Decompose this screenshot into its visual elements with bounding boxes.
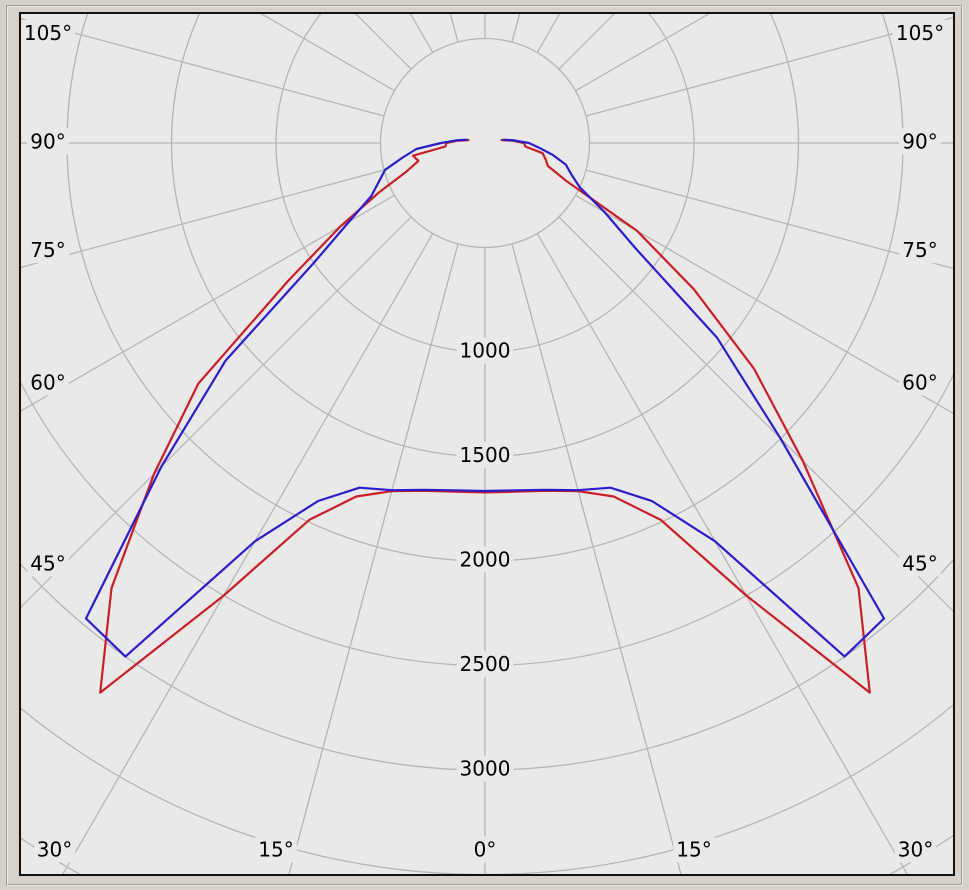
grid-ray (575, 194, 953, 414)
grid-ray (21, 169, 385, 268)
grid-ray (585, 16, 953, 117)
angle-label-left-bg (27, 369, 69, 396)
ring-label-bg (456, 755, 514, 782)
angle-label-right-bg (899, 369, 941, 396)
grid-ring (379, 37, 591, 249)
grid-ray (21, 194, 395, 412)
angle-label-right: 90° (902, 130, 937, 154)
angle-label-bottom: 30° (37, 838, 72, 862)
angle-label-bottom-bg (673, 836, 715, 863)
angle-label-right: 60° (902, 371, 937, 395)
angle-label-right: 75° (902, 238, 937, 262)
angle-label-left-bg (27, 237, 69, 264)
grid-ray (585, 169, 953, 270)
ring-label: 1500 (460, 443, 511, 467)
blue-curve (84, 138, 886, 658)
angle-label-bottom: 15° (676, 838, 711, 862)
ring-label-bg (456, 546, 514, 573)
angle-label-right: 45° (902, 552, 937, 576)
polar-photometric-chart: 1000 1500 2000 2500 3000 105° 90° 75° 60° 45° 105°… (21, 14, 953, 874)
angle-label-left: 105° (24, 21, 72, 45)
grid-ray (409, 14, 434, 53)
angle-label-right-bg (899, 550, 941, 577)
axis-labels: 1000 1500 2000 2500 3000 105° 90° 75° 60° 45° 105°… (21, 19, 948, 863)
angle-label-bottom-bg (255, 836, 297, 863)
angle-label-left: 45° (30, 552, 65, 576)
polar-chart-panel: 1000 1500 2000 2500 3000 105° 90° 75° 60° 45° 105°… (19, 12, 955, 876)
grid-ray (62, 233, 434, 874)
angle-label-right: 105° (896, 21, 944, 45)
ring-label: 3000 (460, 757, 511, 781)
ring-label: 2500 (460, 652, 511, 676)
grid-ray (536, 14, 561, 53)
angle-label-right-bg (892, 19, 948, 46)
intensity-curves (84, 138, 886, 694)
angle-label-bottom-bg (470, 836, 500, 863)
angle-label-left-bg (27, 550, 69, 577)
angle-label-left: 75° (30, 238, 65, 262)
angle-label-left-bg (21, 19, 76, 46)
ring-label-bg (456, 651, 514, 677)
angle-label-bottom-bg (33, 836, 76, 863)
angle-label-bottom: 0° (474, 838, 497, 862)
angle-label-bottom-bg (894, 836, 937, 863)
angle-label-left-bg (27, 128, 69, 155)
angle-label-right-bg (899, 237, 941, 264)
angle-label-left: 90° (30, 130, 65, 154)
ring-label-bg (456, 337, 514, 364)
angle-label-bottom: 30° (898, 838, 933, 862)
grid-ray (511, 243, 682, 874)
angle-label-right-bg (899, 128, 941, 155)
ring-label-bg (456, 442, 514, 468)
grid-ray (536, 233, 908, 874)
grid-ray (21, 18, 385, 117)
angle-label-bottom: 15° (258, 838, 293, 862)
red-curve (99, 139, 871, 694)
ring-label: 1000 (460, 339, 511, 363)
ring-label: 2000 (460, 548, 511, 572)
angle-label-left: 60° (30, 371, 65, 395)
grid-ray (558, 216, 953, 612)
grid-ray (288, 243, 459, 874)
grid-ray (21, 216, 412, 608)
